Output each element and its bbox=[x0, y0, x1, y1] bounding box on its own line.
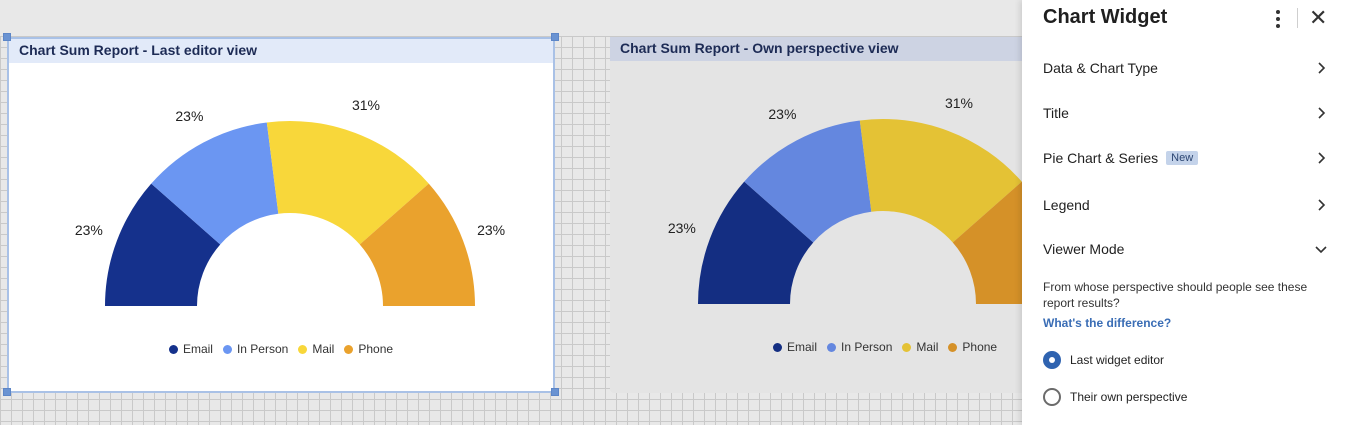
section-label: Title bbox=[1043, 105, 1069, 121]
legend-item[interactable]: In Person bbox=[827, 340, 892, 354]
section-title[interactable]: Title bbox=[1043, 99, 1328, 127]
legend-label: In Person bbox=[236, 342, 289, 356]
chart-widget-last-editor[interactable]: Chart Sum Report - Last editor view 23% 2… bbox=[7, 37, 555, 393]
legend-item[interactable]: Mail bbox=[298, 342, 334, 356]
slice-phone[interactable] bbox=[359, 183, 475, 306]
data-label: 23% bbox=[75, 222, 103, 238]
legend-dot-icon bbox=[168, 344, 178, 354]
data-label: 31% bbox=[945, 95, 973, 111]
slice-email[interactable] bbox=[698, 181, 814, 304]
legend-item[interactable]: Mail bbox=[902, 340, 938, 354]
chart-legend: Email In Person Mail Phone bbox=[9, 342, 553, 356]
whats-the-difference-link[interactable]: What's the difference? bbox=[1043, 316, 1172, 330]
legend-dot-icon bbox=[902, 342, 912, 352]
resize-handle-bottom-right[interactable] bbox=[551, 388, 559, 396]
legend-label: Email bbox=[787, 340, 818, 354]
section-label: Pie Chart & Series bbox=[1043, 150, 1159, 166]
legend-dot-icon bbox=[298, 344, 308, 354]
chart-legend: Email In Person Mail Phone bbox=[610, 340, 1022, 354]
dashboard-canvas: Chart Sum Report - Last editor view 23% 2… bbox=[0, 0, 1022, 425]
radio-label: Their own perspective bbox=[1070, 390, 1188, 404]
data-label: 23% bbox=[477, 222, 505, 238]
legend-label: Email bbox=[182, 342, 213, 356]
half-donut-chart: 23% 23% 31% 23% bbox=[75, 97, 505, 306]
legend-label: Phone bbox=[962, 340, 998, 354]
chart-widget-own-perspective[interactable]: Chart Sum Report - Own perspective view … bbox=[610, 37, 1022, 393]
panel-title: Chart Widget bbox=[1043, 6, 1168, 28]
legend-item[interactable]: Email bbox=[168, 342, 213, 356]
new-badge: New bbox=[1166, 151, 1199, 165]
slice-in-person[interactable] bbox=[151, 122, 279, 245]
widget-title: Chart Sum Report - Own perspective view bbox=[610, 37, 1022, 61]
canvas-top-strip bbox=[0, 0, 1022, 36]
legend-dot-icon bbox=[827, 342, 837, 352]
resize-handle-top-right[interactable] bbox=[551, 33, 559, 41]
data-label: 23% bbox=[175, 108, 203, 124]
legend-dot-icon bbox=[948, 342, 958, 352]
legend-dot-icon bbox=[344, 344, 354, 354]
section-viewer-mode[interactable]: Viewer Mode bbox=[1043, 235, 1328, 263]
radio-their-own-perspective[interactable]: Their own perspective bbox=[1043, 388, 1187, 406]
data-label: 31% bbox=[352, 97, 380, 113]
radio-button-checked[interactable] bbox=[1043, 351, 1061, 369]
data-label: 23% bbox=[668, 220, 696, 236]
chevron-right-icon bbox=[1318, 107, 1326, 119]
legend-item[interactable]: In Person bbox=[222, 342, 289, 356]
radio-button-unchecked[interactable] bbox=[1043, 388, 1061, 406]
slice-in-person[interactable] bbox=[744, 120, 872, 243]
half-donut-chart: 23%23%31%23% bbox=[668, 95, 1022, 304]
resize-handle-top-left[interactable] bbox=[3, 33, 11, 41]
legend-item[interactable]: Phone bbox=[948, 340, 997, 354]
header-divider bbox=[1297, 8, 1298, 28]
legend-label: Phone bbox=[358, 342, 394, 356]
section-label: Viewer Mode bbox=[1043, 241, 1125, 257]
legend-label: Mail bbox=[312, 342, 335, 356]
legend-label: Mail bbox=[916, 340, 939, 354]
more-options-icon[interactable] bbox=[1270, 8, 1286, 30]
chevron-right-icon bbox=[1318, 152, 1326, 164]
close-icon[interactable]: ✕ bbox=[1309, 5, 1328, 30]
section-legend[interactable]: Legend bbox=[1043, 191, 1328, 219]
section-label: Data & Chart Type bbox=[1043, 60, 1158, 76]
legend-label: In Person bbox=[841, 340, 893, 354]
slice-mail[interactable] bbox=[266, 121, 429, 245]
resize-handle-bottom-left[interactable] bbox=[3, 388, 11, 396]
data-label: 23% bbox=[768, 106, 796, 122]
chevron-right-icon bbox=[1318, 199, 1326, 211]
legend-dot-icon bbox=[773, 342, 782, 352]
chart-widget-settings-panel: Chart Widget ✕ Data & Chart Type Title P… bbox=[1022, 0, 1347, 425]
legend-item[interactable]: Phone bbox=[344, 342, 393, 356]
legend-dot-icon bbox=[222, 344, 232, 354]
slice-email[interactable] bbox=[105, 183, 221, 306]
widget-title: Chart Sum Report - Last editor view bbox=[9, 39, 553, 63]
section-label: Legend bbox=[1043, 197, 1090, 213]
chevron-right-icon bbox=[1318, 62, 1326, 74]
radio-last-widget-editor[interactable]: Last widget editor bbox=[1043, 351, 1164, 369]
radio-label: Last widget editor bbox=[1070, 353, 1165, 367]
section-pie-chart-series[interactable]: Pie Chart & Series New bbox=[1043, 144, 1328, 172]
legend-item[interactable]: Email bbox=[773, 340, 817, 354]
slice-mail[interactable] bbox=[859, 119, 1022, 243]
section-data-chart-type[interactable]: Data & Chart Type bbox=[1043, 54, 1328, 82]
slice-phone[interactable] bbox=[952, 181, 1022, 304]
viewer-mode-description: From whose perspective should people see… bbox=[1043, 280, 1308, 310]
chevron-down-icon bbox=[1315, 246, 1327, 254]
